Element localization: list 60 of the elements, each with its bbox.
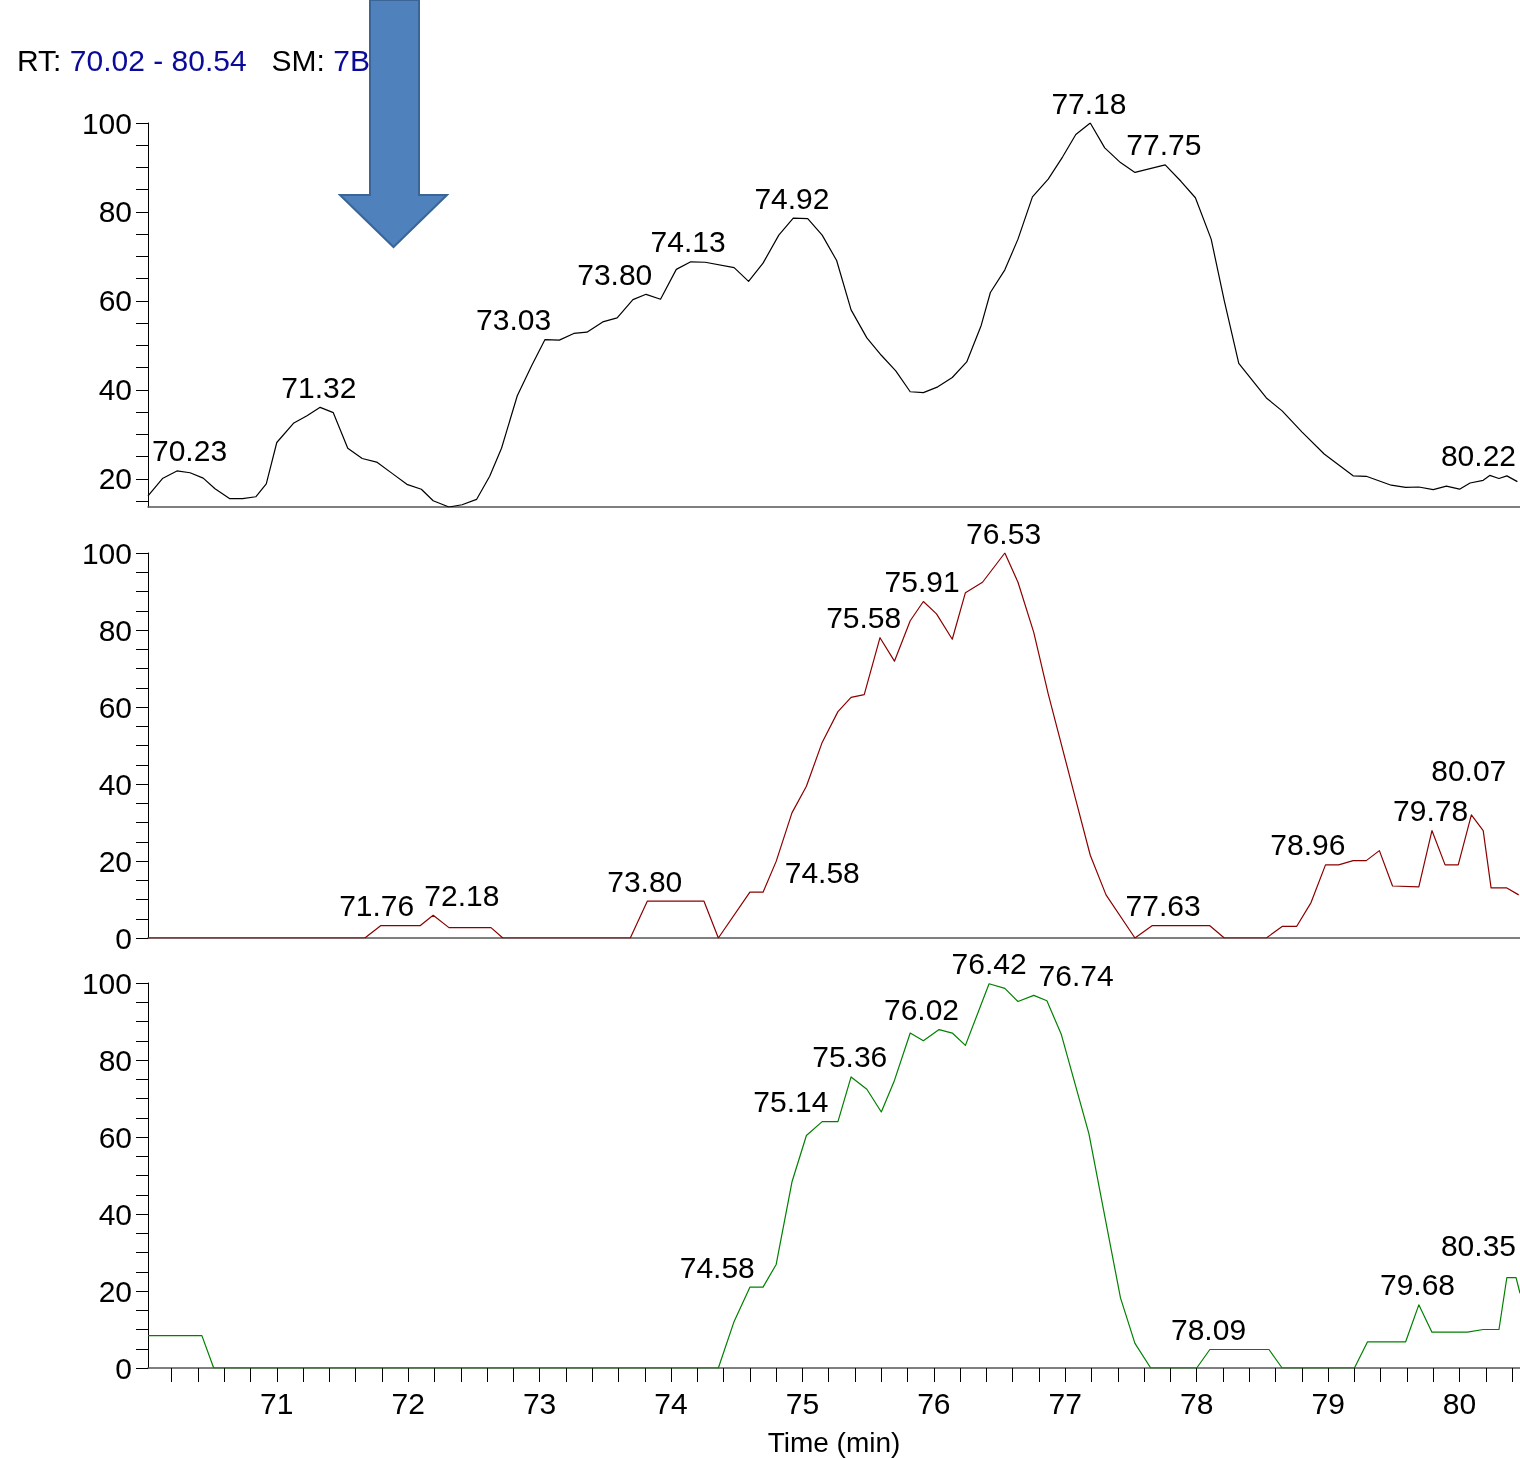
y-tick-label: 20 (98, 1274, 132, 1308)
annotation: 76.42 (951, 947, 1027, 981)
annotation: 75.91 (884, 565, 960, 599)
annotation: 76.74 (1038, 958, 1114, 992)
x-tick-label: 73 (522, 1386, 557, 1420)
y-tick-label: 20 (98, 462, 132, 496)
y-tick-label: 20 (98, 844, 132, 878)
y-tick-label: 0 (115, 921, 132, 955)
annotation: 80.07 (1431, 754, 1507, 788)
annotation: 74.58 (784, 855, 860, 889)
annotation: 74.13 (650, 225, 726, 259)
annotation: 77.63 (1125, 889, 1201, 923)
annotation: 80.35 (1440, 1229, 1516, 1263)
y-tick-label: 100 (81, 966, 132, 1000)
annotation: 78.96 (1270, 828, 1346, 862)
y-tick-label: 40 (98, 1197, 132, 1231)
y-tick-label: 60 (98, 690, 132, 724)
annotation: 78.09 (1171, 1313, 1247, 1347)
annotation: 74.58 (679, 1250, 755, 1284)
x-tick-label: 71 (260, 1386, 294, 1420)
annotation: 77.18 (1051, 86, 1127, 120)
annotation: 74.92 (754, 181, 830, 215)
x-tick-label: 72 (391, 1386, 425, 1420)
y-tick-label: 60 (98, 1120, 132, 1154)
y-tick-label: 80 (98, 195, 132, 229)
x-tick-label: 75 (785, 1386, 820, 1420)
annotation: 70.23 (152, 434, 228, 468)
x-tick-label: 77 (1048, 1386, 1082, 1420)
line-series (147, 552, 1520, 939)
annotation: 76.53 (965, 516, 1042, 550)
annotation: 72.18 (424, 878, 500, 912)
y-tick-label: 40 (98, 373, 132, 407)
annotation: 76.02 (883, 993, 960, 1027)
annotation: 75.58 (826, 601, 902, 635)
x-tick-label: 78 (1180, 1386, 1214, 1420)
annotation: 79.68 (1379, 1268, 1456, 1302)
x-axis-title: Time (min) (767, 1426, 901, 1458)
annotation: 80.22 (1440, 438, 1516, 472)
annotation: 73.80 (607, 864, 683, 898)
annotation: 77.75 (1126, 128, 1202, 162)
annotation: 73.03 (476, 303, 552, 337)
y-tick-label: 80 (98, 1043, 132, 1077)
y-tick-label: 100 (81, 536, 132, 570)
y-tick-label: 100 (81, 106, 132, 140)
annotation: 71.76 (339, 889, 415, 923)
y-tick-label: 0 (115, 1351, 132, 1385)
x-tick-label: 80 (1442, 1386, 1477, 1420)
annotation: 73.80 (577, 257, 653, 291)
annotation: 75.36 (812, 1040, 888, 1074)
line-series (147, 122, 1518, 508)
x-tick-label: 76 (917, 1386, 951, 1420)
x-tick-label: 74 (654, 1386, 688, 1420)
y-tick-label: 60 (98, 284, 132, 318)
y-tick-label: 80 (98, 613, 132, 647)
annotation: 79.78 (1393, 794, 1469, 828)
annotation: 71.32 (281, 370, 357, 404)
chart-title: RT: 70.02 - 80.54 SM: 7B (17, 43, 370, 77)
y-tick-label: 40 (98, 767, 132, 801)
annotation: 75.14 (753, 1085, 829, 1119)
x-tick-label: 79 (1311, 1386, 1345, 1420)
